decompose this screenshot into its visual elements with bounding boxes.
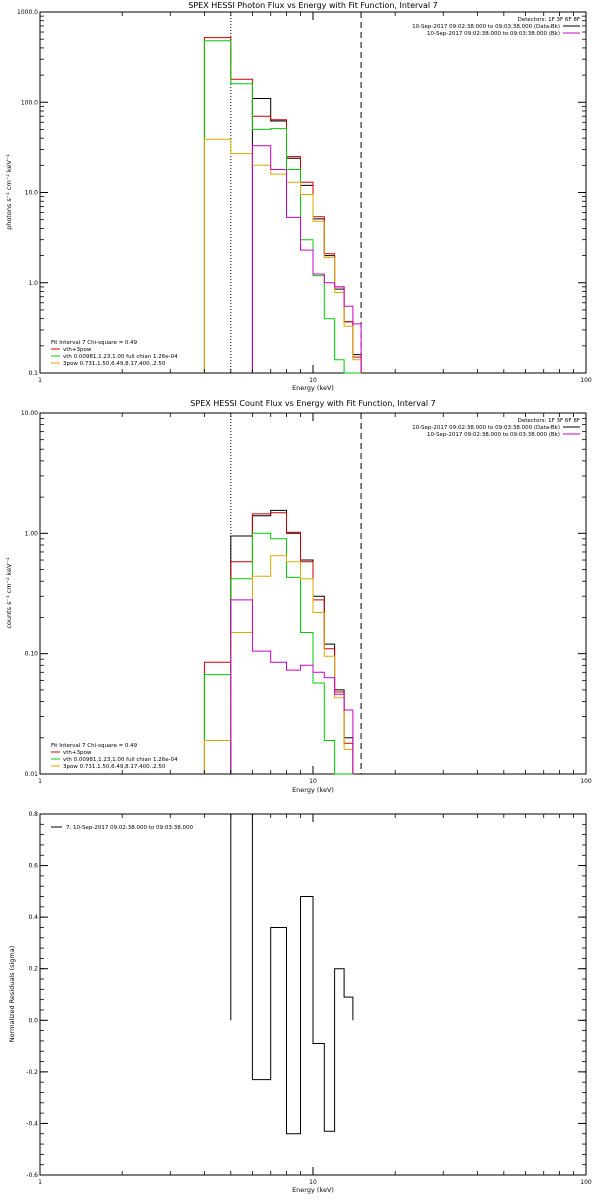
photon-flux-panel: SPEX HESSI Photon Flux vs Energy with Fi… bbox=[5, 1, 592, 392]
count-flux-y-axis-label: counts s⁻¹ cm⁻² keV⁻¹ bbox=[5, 557, 13, 629]
residuals-legend: 7. 10-Sep-2017 09:02:38.000 to 09:03:38.… bbox=[51, 825, 193, 831]
y-tick-label-0-4: 0.4 bbox=[28, 914, 38, 921]
residuals-x-axis-label: Energy (keV) bbox=[292, 1186, 334, 1194]
x-tick-label-100: 100 bbox=[580, 778, 592, 785]
photon-flux-legend-left: Fit Interval 7 Chi-square = 0.49 vth+3po… bbox=[51, 340, 178, 367]
y-tick-label-10-00: 10.00 bbox=[21, 410, 38, 417]
series-background bbox=[230, 599, 354, 774]
count-flux-tick-layer: 1 10 100 0.01 0.10 1.00 10.00 bbox=[21, 410, 592, 785]
photon-flux-legend-right: 10-Sep-2017 09:02:38.000 to 09:03:38.000… bbox=[412, 24, 580, 37]
photon-flux-tick-layer: 1 10 100 0.1 1.0 10.0 100.0 1000.0 bbox=[17, 9, 592, 384]
series-7-10-sep-2017-09-02-38-000-to-09-03-38-0 bbox=[230, 813, 354, 1135]
y-tick-label-0-10: 0.10 bbox=[25, 651, 39, 658]
x-tick-label-10: 10 bbox=[309, 1179, 317, 1186]
residuals-panel: 1 10 100 -0.6 -0.4 -0.2 0.0 0.2 0.4 0.6 0.8 Energy… bbox=[8, 811, 592, 1194]
y-tick-label-1-00: 1.00 bbox=[25, 530, 39, 537]
photon-flux-y-axis-label: photons s⁻¹ cm⁻² keV⁻¹ bbox=[5, 154, 13, 230]
count-flux-fit-label: Fit Interval 7 Chi-square = 0.49 bbox=[51, 743, 138, 749]
y-tick-label-0-6: 0.6 bbox=[28, 863, 38, 870]
y-tick-label-0-6: -0.6 bbox=[26, 1172, 38, 1179]
count-flux-legend-right: 10-Sep-2017 09:02:38.000 to 09:03:38.000… bbox=[412, 425, 580, 438]
series-data bbox=[230, 509, 354, 774]
y-tick-label-100-0: 100.0 bbox=[21, 99, 38, 106]
photon-flux-detectors-label: Detectors: 1F 3F 6F 8F bbox=[518, 17, 580, 23]
series-3pow-0-731-1-50-6-49-8-17-400-2-50 bbox=[203, 138, 362, 373]
legend-right-entry-bk: 10-Sep-2017 09:02:38.000 to 09:03:38.000… bbox=[427, 31, 560, 37]
y-tick-label-0-0: 0.0 bbox=[28, 1017, 38, 1024]
y-tick-label-0-2: 0.2 bbox=[28, 966, 38, 973]
y-tick-label-10-0: 10.0 bbox=[25, 190, 39, 197]
y-tick-label-1000-0: 1000.0 bbox=[17, 9, 38, 16]
x-tick-label-1: 1 bbox=[38, 1179, 42, 1186]
count-flux-panel: SPEX HESSI Count Flux vs Energy with Fit… bbox=[5, 399, 592, 794]
legend-right-entry-data-bk: 10-Sep-2017 09:02:38.000 to 09:03:38.000… bbox=[412, 24, 560, 30]
residuals-tick-layer: 1 10 100 -0.6 -0.4 -0.2 0.0 0.2 0.4 0.6 0.8 bbox=[26, 811, 592, 1186]
legend-left-entry-vth: vth 0.00981,1.23,1.00 full chian 1.26e-0… bbox=[63, 354, 178, 360]
series-vth-3pow bbox=[203, 37, 362, 373]
photon-flux-fit-label: Fit Interval 7 Chi-square = 0.49 bbox=[51, 340, 138, 346]
legend-left-entry-vth: vth 0.00981,1.23,1.00 full chian 1.26e-0… bbox=[63, 757, 178, 763]
series-3pow-0-731-1-50-6-49-8-17-400-2-50 bbox=[203, 555, 354, 774]
legend-left-entry-total: vth+3pow bbox=[63, 750, 92, 756]
photon-flux-x-axis-label: Energy (keV) bbox=[292, 384, 334, 392]
y-tick-label-0-4: -0.4 bbox=[26, 1120, 38, 1127]
x-tick-label-1: 1 bbox=[38, 377, 42, 384]
y-tick-label-0-01: 0.01 bbox=[25, 771, 39, 778]
y-tick-label-0-8: 0.8 bbox=[28, 811, 38, 818]
y-tick-label-1-0: 1.0 bbox=[28, 280, 38, 287]
x-tick-label-10: 10 bbox=[309, 377, 317, 384]
x-tick-label-100: 100 bbox=[580, 1179, 592, 1186]
series-vth-0-00981-1-23-1-00-full-chian-1-26e-0 bbox=[203, 532, 353, 775]
count-flux-x-axis-label: Energy (keV) bbox=[292, 786, 334, 794]
series-vth-0-00981-1-23-1-00-full-chian-1-26e-0 bbox=[203, 40, 362, 374]
legend-right-entry-bk: 10-Sep-2017 09:02:38.000 to 09:03:38.000… bbox=[427, 432, 560, 438]
photon-flux-title: SPEX HESSI Photon Flux vs Energy with Fi… bbox=[188, 1, 438, 10]
legend-left-entry-total: vth+3pow bbox=[63, 347, 92, 353]
count-flux-title: SPEX HESSI Count Flux vs Energy with Fit… bbox=[190, 399, 435, 408]
residuals-legend-entry: 7. 10-Sep-2017 09:02:38.000 to 09:03:38.… bbox=[66, 825, 193, 831]
series-background bbox=[251, 145, 362, 373]
x-tick-label-10: 10 bbox=[309, 778, 317, 785]
residuals-series-layer bbox=[230, 813, 354, 1135]
series-data bbox=[251, 98, 362, 373]
count-flux-legend-left: Fit Interval 7 Chi-square = 0.49 vth+3po… bbox=[51, 743, 178, 770]
photon-flux-series-layer bbox=[203, 12, 362, 374]
legend-left-entry-3pow: 3pow 0.731,1.50,6.49,8.17,400.,2.50 bbox=[63, 361, 166, 367]
count-flux-series-layer bbox=[203, 413, 362, 775]
y-tick-label-0-1: 0.1 bbox=[28, 370, 38, 377]
residuals-y-axis-label: Normalized Residuals (sigma) bbox=[8, 946, 16, 1043]
legend-right-entry-data-bk: 10-Sep-2017 09:02:38.000 to 09:03:38.000… bbox=[412, 425, 560, 431]
series-vth-3pow bbox=[203, 512, 354, 774]
y-tick-label-0-2: -0.2 bbox=[26, 1069, 38, 1076]
legend-left-entry-3pow: 3pow 0.731,1.50,6.49,8.17,400.,2.50 bbox=[63, 764, 166, 770]
x-tick-label-100: 100 bbox=[580, 377, 592, 384]
x-tick-label-1: 1 bbox=[38, 778, 42, 785]
count-flux-detectors-label: Detectors: 1F 3F 6F 8F bbox=[518, 418, 580, 424]
